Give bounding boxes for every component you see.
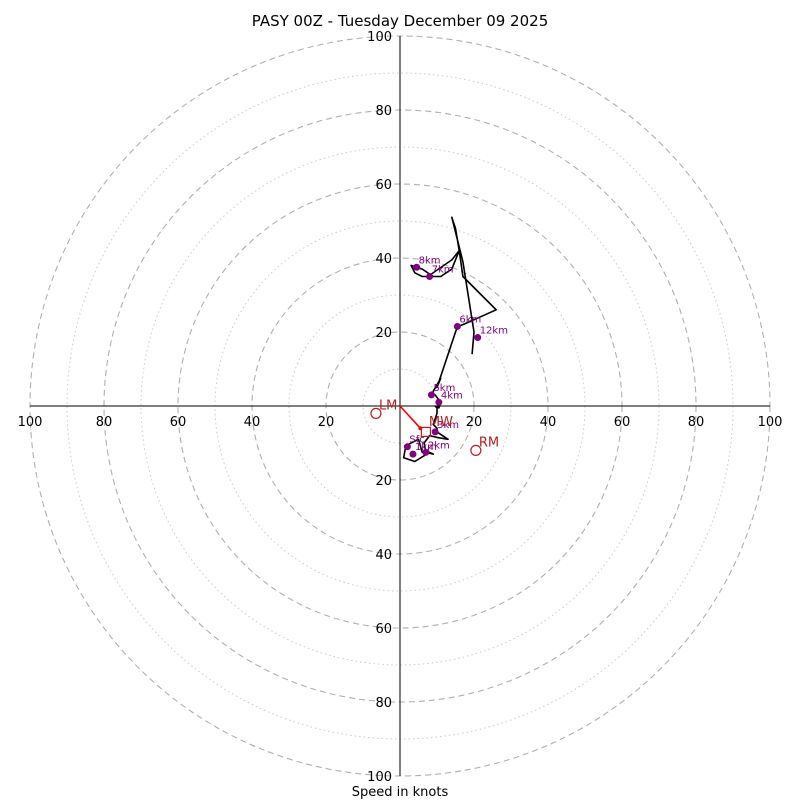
- x-tick-label: 60: [614, 415, 631, 430]
- height-marker-2km: [422, 448, 430, 456]
- height-marker-12km: [474, 334, 482, 342]
- storm-motion-rm: [470, 444, 482, 456]
- y-tick-label: 20: [375, 326, 392, 341]
- x-tick-label: 20: [318, 415, 335, 430]
- x-tick-label: 80: [688, 415, 705, 430]
- height-label-6km: 6km: [459, 314, 481, 325]
- x-tick-label: 20: [466, 415, 483, 430]
- storm-motion-markers: LM RM MW: [370, 398, 499, 456]
- height-marker-4km: [435, 398, 443, 406]
- mean-wind-shaft: [399, 405, 421, 429]
- height-label-2km: 2km: [428, 440, 450, 451]
- x-tick-label: 40: [540, 415, 557, 430]
- x-tick-label: 80: [96, 415, 113, 430]
- storm-motion-mw: [420, 426, 431, 437]
- x-tick-label: 60: [170, 415, 187, 430]
- x-tick-label: 40: [244, 415, 261, 430]
- storm-label-mw: MW: [429, 415, 453, 430]
- height-marker-1km: [409, 450, 417, 458]
- height-marker-sfc: [403, 443, 411, 451]
- x-axis-label: Speed in knots: [352, 785, 449, 800]
- height-marker-3km: [431, 428, 439, 436]
- y-tick-label: 100: [367, 770, 392, 785]
- chart-title: PASY 00Z - Tuesday December 09 2025: [252, 12, 548, 30]
- y-tick-label: 60: [375, 178, 392, 193]
- mean-wind-vector: [399, 405, 423, 431]
- height-label-5km: 5km: [433, 383, 455, 394]
- y-tick-label: 100: [367, 30, 392, 45]
- storm-label-lm: LM: [379, 398, 397, 413]
- height-label-3km: 3km: [437, 420, 459, 431]
- y-tick-label: 40: [375, 548, 392, 563]
- height-label-4km: 4km: [441, 390, 463, 401]
- storm-motion-lm: [370, 407, 382, 419]
- height-marker-8km: [413, 263, 421, 271]
- x-tick-label: 100: [18, 415, 43, 430]
- height-label-12km: 12km: [480, 326, 508, 337]
- storm-label-rm: RM: [479, 435, 499, 450]
- y-tick-label: 40: [375, 252, 392, 267]
- height-label-7km: 7km: [432, 265, 454, 276]
- height-label-sfc: Sfc: [409, 435, 424, 446]
- tick-labels: 20 20 20 20 40 40 40 40 60 60 60 60 80 80 80 80 100 100 10…: [18, 30, 783, 785]
- y-tick-label: 60: [375, 622, 392, 637]
- height-label-1km: 1km: [415, 442, 437, 453]
- x-tick-label: 100: [758, 415, 783, 430]
- y-tick-label: 20: [375, 474, 392, 489]
- height-marker-7km: [426, 273, 434, 280]
- height-marker-6km: [453, 322, 461, 330]
- height-marker-5km: [427, 391, 435, 399]
- y-tick-label: 80: [375, 696, 392, 711]
- y-tick-label: 80: [375, 104, 392, 119]
- height-label-8km: 8km: [419, 255, 441, 266]
